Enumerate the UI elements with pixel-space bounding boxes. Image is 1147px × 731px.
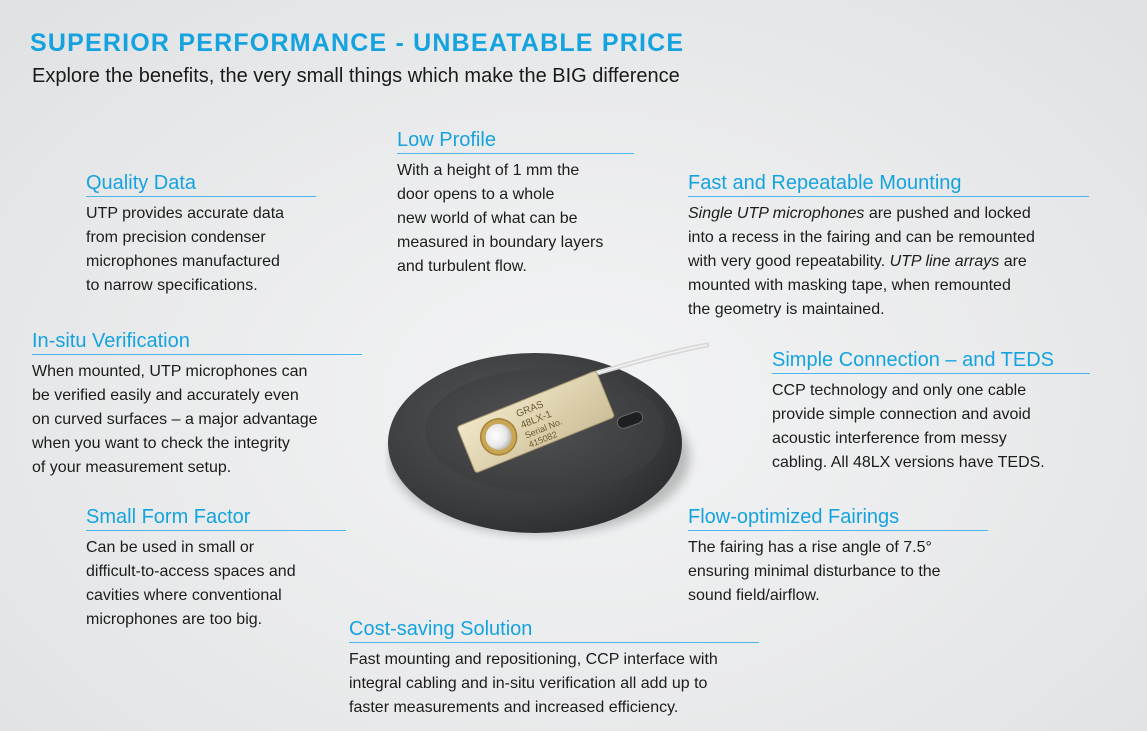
feature-cost-saving-solution: Cost-saving Solution Fast mounting and r… [349,618,759,720]
microphone-body: GRAS 48LX-1 Serial No. 415082 [457,370,615,473]
feature-quality-data: Quality Data UTP provides accurate data … [86,172,316,298]
feature-description: The fairing has a rise angle of 7.5° ens… [688,539,941,604]
feature-in-situ-verification: In-situ Verification When mounted, UTP m… [32,330,362,480]
feature-flow-optimized-fairings: Flow-optimized Fairings The fairing has … [688,506,988,608]
feature-title: Simple Connection – and TEDS [772,349,1090,374]
feature-low-profile: Low Profile With a height of 1 mm the do… [397,129,634,279]
feature-description: CCP technology and only one cable provid… [772,382,1045,471]
page-title: SUPERIOR PERFORMANCE - UNBEATABLE PRICE [30,29,685,57]
feature-title: Small Form Factor [86,506,346,531]
page-subtitle: Explore the benefits, the very small thi… [32,65,680,87]
feature-description: Single UTP microphones are pushed and lo… [688,205,1035,318]
feature-title: In-situ Verification [32,330,362,355]
feature-description: With a height of 1 mm the door opens to … [397,162,604,275]
cable-highlight [589,344,708,376]
feature-small-form-factor: Small Form Factor Can be used in small o… [86,506,346,632]
feature-fast-mounting: Fast and Repeatable Mounting Single UTP … [688,172,1089,322]
feature-description: Can be used in small or difficult-to-acc… [86,539,296,628]
feature-description: UTP provides accurate data from precisio… [86,205,285,294]
feature-title: Low Profile [397,129,634,154]
feature-description: When mounted, UTP microphones can be ver… [32,363,318,476]
feature-simple-connection: Simple Connection – and TEDS CCP technol… [772,349,1090,475]
feature-title: Fast and Repeatable Mounting [688,172,1089,197]
cable-slot [616,411,644,429]
feature-title: Cost-saving Solution [349,618,759,643]
feature-title: Quality Data [86,172,316,197]
feature-title: Flow-optimized Fairings [688,506,988,531]
microphone-product-image: GRAS 48LX-1 Serial No. 415082 [388,342,710,535]
feature-description: Fast mounting and repositioning, CCP int… [349,651,718,716]
